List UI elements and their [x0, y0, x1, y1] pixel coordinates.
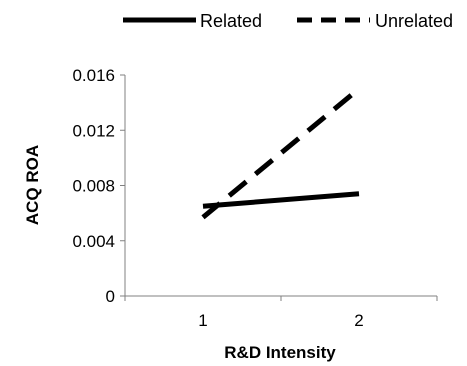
y-tick-label: 0.004 [72, 232, 115, 251]
x-tick-label: 2 [354, 311, 363, 330]
x-tick-label: 1 [198, 311, 207, 330]
series-line-related [203, 194, 359, 206]
y-tick-label: 0.016 [72, 66, 115, 85]
y-tick-label: 0 [106, 287, 115, 306]
y-tick-label: 0.012 [72, 121, 115, 140]
legend-label-unrelated: Unrelated [375, 11, 453, 31]
legend-label-related: Related [200, 11, 262, 31]
y-tick-label: 0.008 [72, 177, 115, 196]
series-lines [203, 89, 359, 217]
y-axis-ticks: 0 0.004 0.008 0.012 0.016 [72, 66, 125, 306]
legend: Related Unrelated [123, 11, 453, 31]
x-axis-title: R&D Intensity [224, 343, 336, 362]
y-axis-title: ACQ ROA [23, 145, 42, 225]
